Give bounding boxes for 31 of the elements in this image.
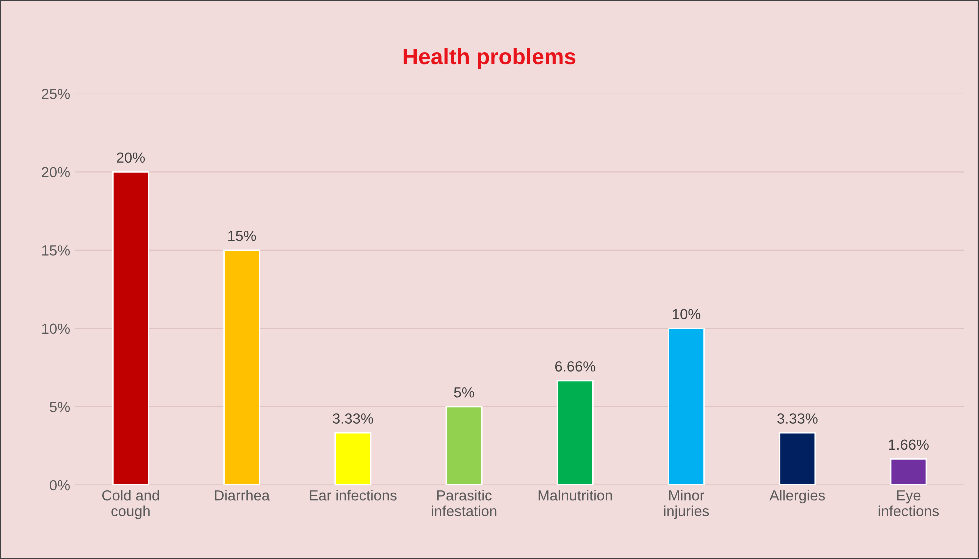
y-tick-label: 20% xyxy=(42,167,70,178)
bar xyxy=(779,432,816,486)
data-label: 20% xyxy=(117,152,146,164)
data-label: 5% xyxy=(454,388,474,398)
x-tick-label: Eye infections xyxy=(878,490,940,516)
y-tick-label: 15% xyxy=(42,246,70,256)
x-tick-label: Minor injuries xyxy=(664,490,710,520)
bar xyxy=(556,380,594,486)
bar xyxy=(112,171,150,486)
y-tick-label: 0% xyxy=(50,480,70,491)
data-label: 1.66% xyxy=(889,440,929,450)
bar xyxy=(446,406,483,486)
bar xyxy=(890,458,928,486)
bar xyxy=(224,250,261,486)
data-label: 15% xyxy=(228,231,256,242)
y-tick-label: 25% xyxy=(42,89,70,100)
bar xyxy=(334,432,372,486)
x-tick-label: Allergies xyxy=(770,490,826,504)
bar xyxy=(668,328,705,486)
y-tick-label: 5% xyxy=(50,402,70,412)
x-tick-label: Malnutrition xyxy=(538,490,612,501)
data-label: 3.33% xyxy=(778,414,818,424)
x-tick-label: Ear infections xyxy=(310,490,397,501)
y-tick-label: 10% xyxy=(42,324,70,334)
data-label: 6.66% xyxy=(555,362,596,372)
x-tick-label: Cold and cough xyxy=(102,490,160,520)
x-tick-label: Parasitic infestation xyxy=(432,490,497,516)
x-tick-label: Diarrhea xyxy=(215,490,270,501)
data-label: 10% xyxy=(673,309,701,320)
chart-title: Health problems xyxy=(404,48,576,70)
data-label: 3.33% xyxy=(333,414,374,424)
